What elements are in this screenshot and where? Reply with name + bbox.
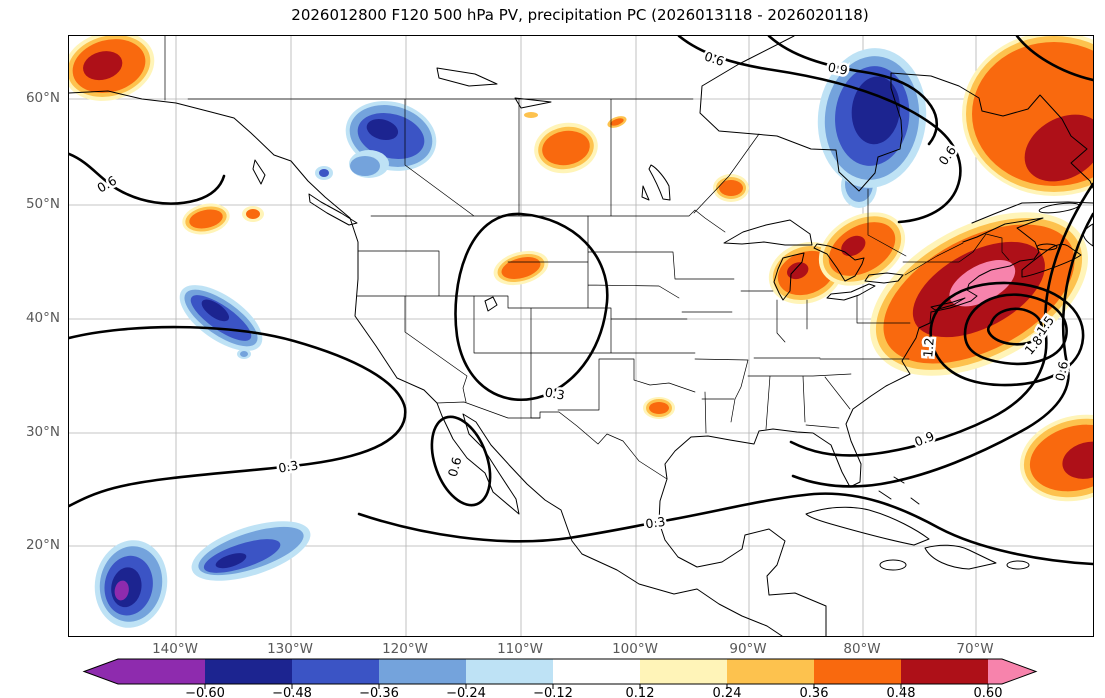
contour-label: 0.6 bbox=[1052, 360, 1071, 383]
colorbar-seg-1 bbox=[205, 659, 292, 684]
colorbar-seg-9 bbox=[901, 659, 988, 684]
contour-label: 0.3 bbox=[277, 457, 299, 475]
shade-texas-positive bbox=[643, 397, 675, 419]
cb-tick-7: 0.36 bbox=[799, 686, 829, 698]
contour-label: 0.3 bbox=[544, 384, 566, 402]
colorbar-seg-2 bbox=[292, 659, 379, 684]
colorbar-outline bbox=[82, 658, 1038, 685]
contour-label: 0.9 bbox=[912, 428, 936, 449]
cb-tick-4: −0.12 bbox=[533, 686, 573, 698]
contour-label: 1.2 bbox=[920, 337, 937, 358]
lon-tick-100w: 100°W bbox=[612, 641, 658, 657]
colorbar-above-arrow bbox=[1002, 659, 1036, 684]
colorbar-seg-8 bbox=[814, 659, 901, 684]
shade-ontario-positive bbox=[713, 174, 749, 202]
contour-label: 0.6 bbox=[94, 173, 119, 196]
contour-label: 0.6 bbox=[703, 49, 727, 69]
lon-tick-110w: 110°W bbox=[497, 641, 543, 657]
lat-tick-60n: 60°N bbox=[25, 90, 60, 106]
lat-tick-30n: 30°N bbox=[25, 424, 60, 440]
shade-bc-positive bbox=[182, 203, 230, 235]
shade-oregon-negative bbox=[179, 285, 263, 351]
cb-tick-0: −0.60 bbox=[185, 686, 225, 698]
lat-tick-50n: 50°N bbox=[25, 196, 60, 212]
colorbar-seg-3 bbox=[379, 659, 466, 684]
colorbar-seg-above bbox=[988, 659, 1002, 684]
colorbar-seg-4 bbox=[466, 659, 553, 684]
lat-tick-20n: 20°N bbox=[25, 537, 60, 553]
colorbar-seg-below bbox=[118, 659, 205, 684]
lon-tick-130w: 130°W bbox=[267, 641, 313, 657]
lon-tick-80w: 80°W bbox=[843, 641, 881, 657]
map-svg: 0.6 0.3 0.3 0.6 0.3 0.6 0.9 0.6 1.2 1.5 … bbox=[69, 36, 1093, 636]
contour-label: 0.3 bbox=[644, 514, 666, 532]
political-borders bbox=[164, 36, 1010, 480]
cb-tick-3: −0.24 bbox=[446, 686, 486, 698]
shade-pacific-streak-negative bbox=[191, 521, 311, 581]
colorbar-below-arrow bbox=[84, 659, 118, 684]
cb-tick-2: −0.36 bbox=[359, 686, 399, 698]
shade-stlawrence-positive bbox=[818, 212, 906, 286]
precip-pc-shading bbox=[69, 36, 1093, 628]
cb-tick-6: 0.24 bbox=[712, 686, 742, 698]
page-title: 2026012800 F120 500 hPa PV, precipitatio… bbox=[291, 6, 869, 24]
contour-label: 0.9 bbox=[827, 59, 849, 77]
cb-tick-8: 0.48 bbox=[886, 686, 916, 698]
shade-idaho-positive bbox=[493, 250, 549, 286]
map-plot-area: 0.6 0.3 0.3 0.6 0.3 0.6 0.9 0.6 1.2 1.5 … bbox=[68, 35, 1094, 637]
shade-atlantic-positive bbox=[1019, 414, 1093, 502]
colorbar-seg-5 bbox=[553, 659, 640, 684]
shade-alaska-positive bbox=[69, 36, 155, 101]
lon-tick-90w: 90°W bbox=[729, 641, 767, 657]
cb-tick-5: 0.12 bbox=[625, 686, 655, 698]
cb-tick-9: 0.60 bbox=[973, 686, 1003, 698]
pv-contours bbox=[69, 36, 1093, 566]
contour-label: 0.6 bbox=[445, 455, 465, 478]
shade-pacific-negative bbox=[94, 540, 168, 628]
shade-labrador-positive bbox=[962, 36, 1093, 196]
lon-tick-140w: 140°W bbox=[152, 641, 198, 657]
lon-tick-70w: 70°W bbox=[956, 641, 994, 657]
shade-sask-positive bbox=[534, 122, 598, 174]
colorbar-seg-7 bbox=[727, 659, 814, 684]
pv-contour-labels: 0.6 0.3 0.3 0.6 0.3 0.6 0.9 0.6 1.2 1.5 … bbox=[92, 46, 1074, 534]
lon-tick-120w: 120°W bbox=[382, 641, 428, 657]
lat-tick-40n: 40°N bbox=[25, 310, 60, 326]
colorbar-seg-6 bbox=[640, 659, 727, 684]
coastlines bbox=[69, 36, 1093, 636]
colorbar bbox=[82, 658, 1038, 689]
colorbar-tick-marks bbox=[204, 684, 989, 689]
contour-label: 0.6 bbox=[935, 143, 959, 168]
cb-tick-1: −0.48 bbox=[272, 686, 312, 698]
shade-hudson-negative bbox=[817, 48, 927, 208]
